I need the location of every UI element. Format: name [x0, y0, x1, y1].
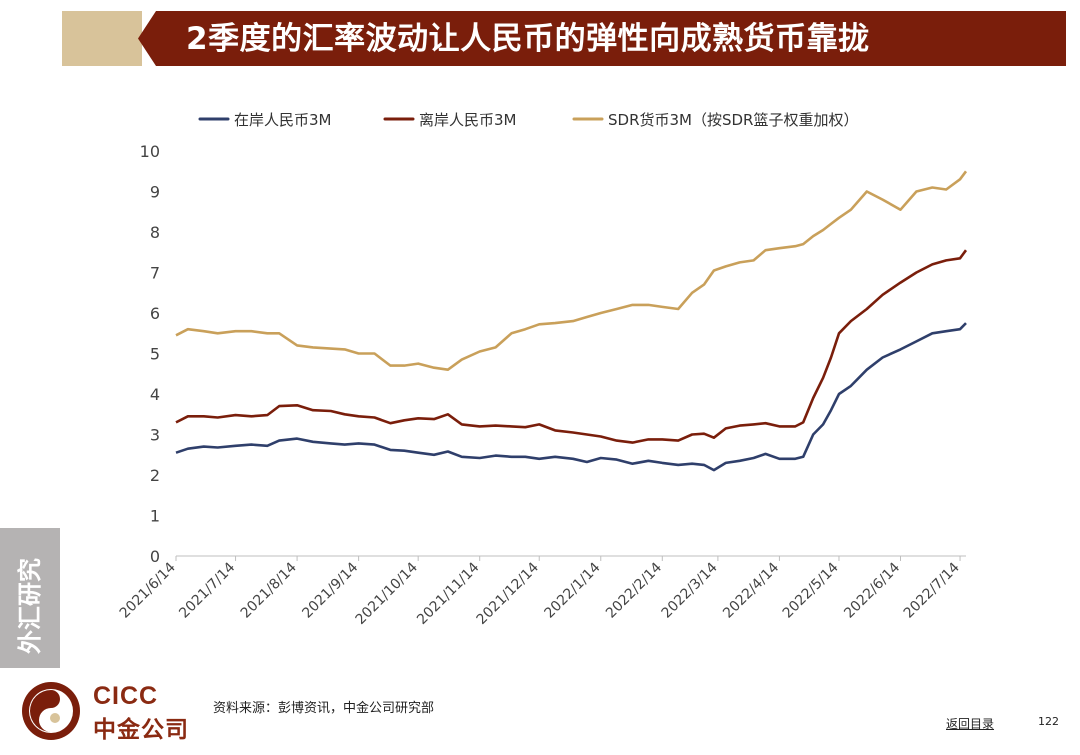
page-number: 122: [1038, 715, 1059, 728]
y-tick-label: 1: [150, 507, 160, 526]
x-tick-label: 2021/9/14: [299, 559, 361, 621]
y-tick-label: 3: [150, 426, 160, 445]
x-tick-label: 2021/7/14: [176, 559, 238, 621]
y-tick-label: 9: [150, 183, 160, 202]
page-title: 2季度的汇率波动让人民币的弹性向成熟货币靠拢: [186, 21, 870, 57]
y-tick-label: 7: [150, 264, 160, 283]
x-tick-label: 2021/6/14: [117, 559, 179, 621]
y-tick-label: 4: [150, 385, 160, 404]
x-tick-label: 2021/10/14: [353, 559, 421, 627]
logo-text-en: CICC: [93, 682, 159, 710]
line-chart: 在岸人民币3M 离岸人民币3M SDR货币3M（按SDR篮子权重加权） 0 1 2 3 4 5…: [117, 111, 968, 628]
legend-label: 在岸人民币3M: [234, 111, 332, 129]
legend-label: 离岸人民币3M: [419, 111, 517, 129]
y-tick-label: 0: [150, 547, 160, 566]
x-tick-label: 2021/12/14: [474, 559, 542, 627]
series-line: [175, 322, 967, 472]
cicc-logo-icon: [22, 682, 80, 740]
chart-legend: 在岸人民币3M 离岸人民币3M SDR货币3M（按SDR篮子权重加权）: [198, 111, 858, 129]
x-tick-label: 2022/1/14: [542, 559, 604, 621]
x-tick-label: 2022/6/14: [841, 559, 903, 621]
y-tick-label: 5: [150, 345, 160, 364]
x-tick-label: 2021/11/14: [414, 559, 482, 627]
x-tick-label: 2022/7/14: [901, 559, 963, 621]
x-tick-label: 2022/4/14: [720, 559, 782, 621]
series-line: [175, 249, 968, 444]
chart-series: [175, 170, 968, 472]
x-tick-label: 2021/8/14: [238, 559, 300, 621]
x-tick-label: 2022/3/14: [659, 559, 721, 621]
logo-text-cn: 中金公司: [93, 717, 189, 743]
back-to-contents-link[interactable]: 返回目录: [946, 717, 995, 731]
series-line: [175, 170, 968, 371]
y-tick-label: 8: [150, 223, 160, 242]
side-section-label: 外汇研究: [16, 558, 44, 654]
title-accent-block: [62, 11, 142, 66]
y-tick-label: 2: [150, 466, 160, 485]
title-banner: [138, 11, 1066, 66]
x-tick-label: 2022/5/14: [780, 559, 842, 621]
y-axis: 0 1 2 3 4 5 6 7 8 9 10: [140, 142, 160, 566]
y-tick-label: 6: [150, 304, 160, 323]
y-tick-label: 10: [140, 142, 160, 161]
side-section-tab[interactable]: [0, 528, 60, 668]
x-tick-label: 2022/2/14: [603, 559, 665, 621]
source-note: 资料来源：彭博资讯，中金公司研究部: [213, 701, 435, 716]
legend-label: SDR货币3M（按SDR篮子权重加权）: [608, 111, 858, 129]
